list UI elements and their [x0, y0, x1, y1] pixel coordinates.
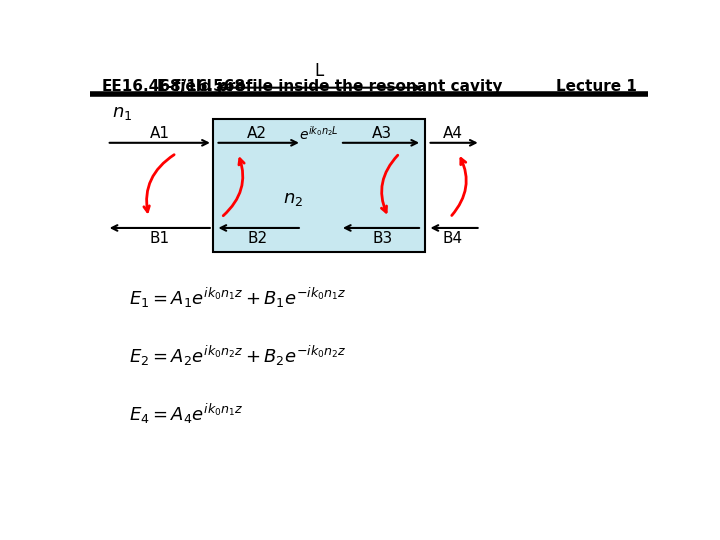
Text: B3: B3	[372, 231, 392, 246]
Text: $E_2 = A_2 e^{ik_0 n_2 z} + B_2 e^{-ik_0 n_2 z}$: $E_2 = A_2 e^{ik_0 n_2 z} + B_2 e^{-ik_0…	[129, 344, 346, 368]
Text: $e^{ik_0 n_2 L}$: $e^{ik_0 n_2 L}$	[299, 125, 338, 143]
Text: A3: A3	[372, 126, 392, 141]
Text: $n_2$: $n_2$	[283, 190, 303, 208]
Text: E-field profile inside the resonant cavity: E-field profile inside the resonant cavi…	[157, 79, 503, 94]
Text: A4: A4	[443, 126, 463, 141]
Text: L: L	[314, 62, 323, 80]
Text: EE16.468/16.568: EE16.468/16.568	[101, 79, 246, 94]
Text: B4: B4	[443, 231, 463, 246]
Text: B2: B2	[247, 231, 267, 246]
Text: $E_4 = A_4 e^{ik_0 n_1 z}$: $E_4 = A_4 e^{ik_0 n_1 z}$	[129, 402, 243, 426]
Text: $n_1$: $n_1$	[112, 104, 132, 122]
Text: $E_1 = A_1 e^{ik_0 n_1 z} + B_1 e^{-ik_0 n_1 z}$: $E_1 = A_1 e^{ik_0 n_1 z} + B_1 e^{-ik_0…	[129, 286, 346, 310]
Text: A2: A2	[247, 126, 267, 141]
Text: Lecture 1: Lecture 1	[556, 79, 637, 94]
Text: A1: A1	[150, 126, 170, 141]
FancyBboxPatch shape	[213, 119, 425, 252]
Text: B1: B1	[150, 231, 170, 246]
